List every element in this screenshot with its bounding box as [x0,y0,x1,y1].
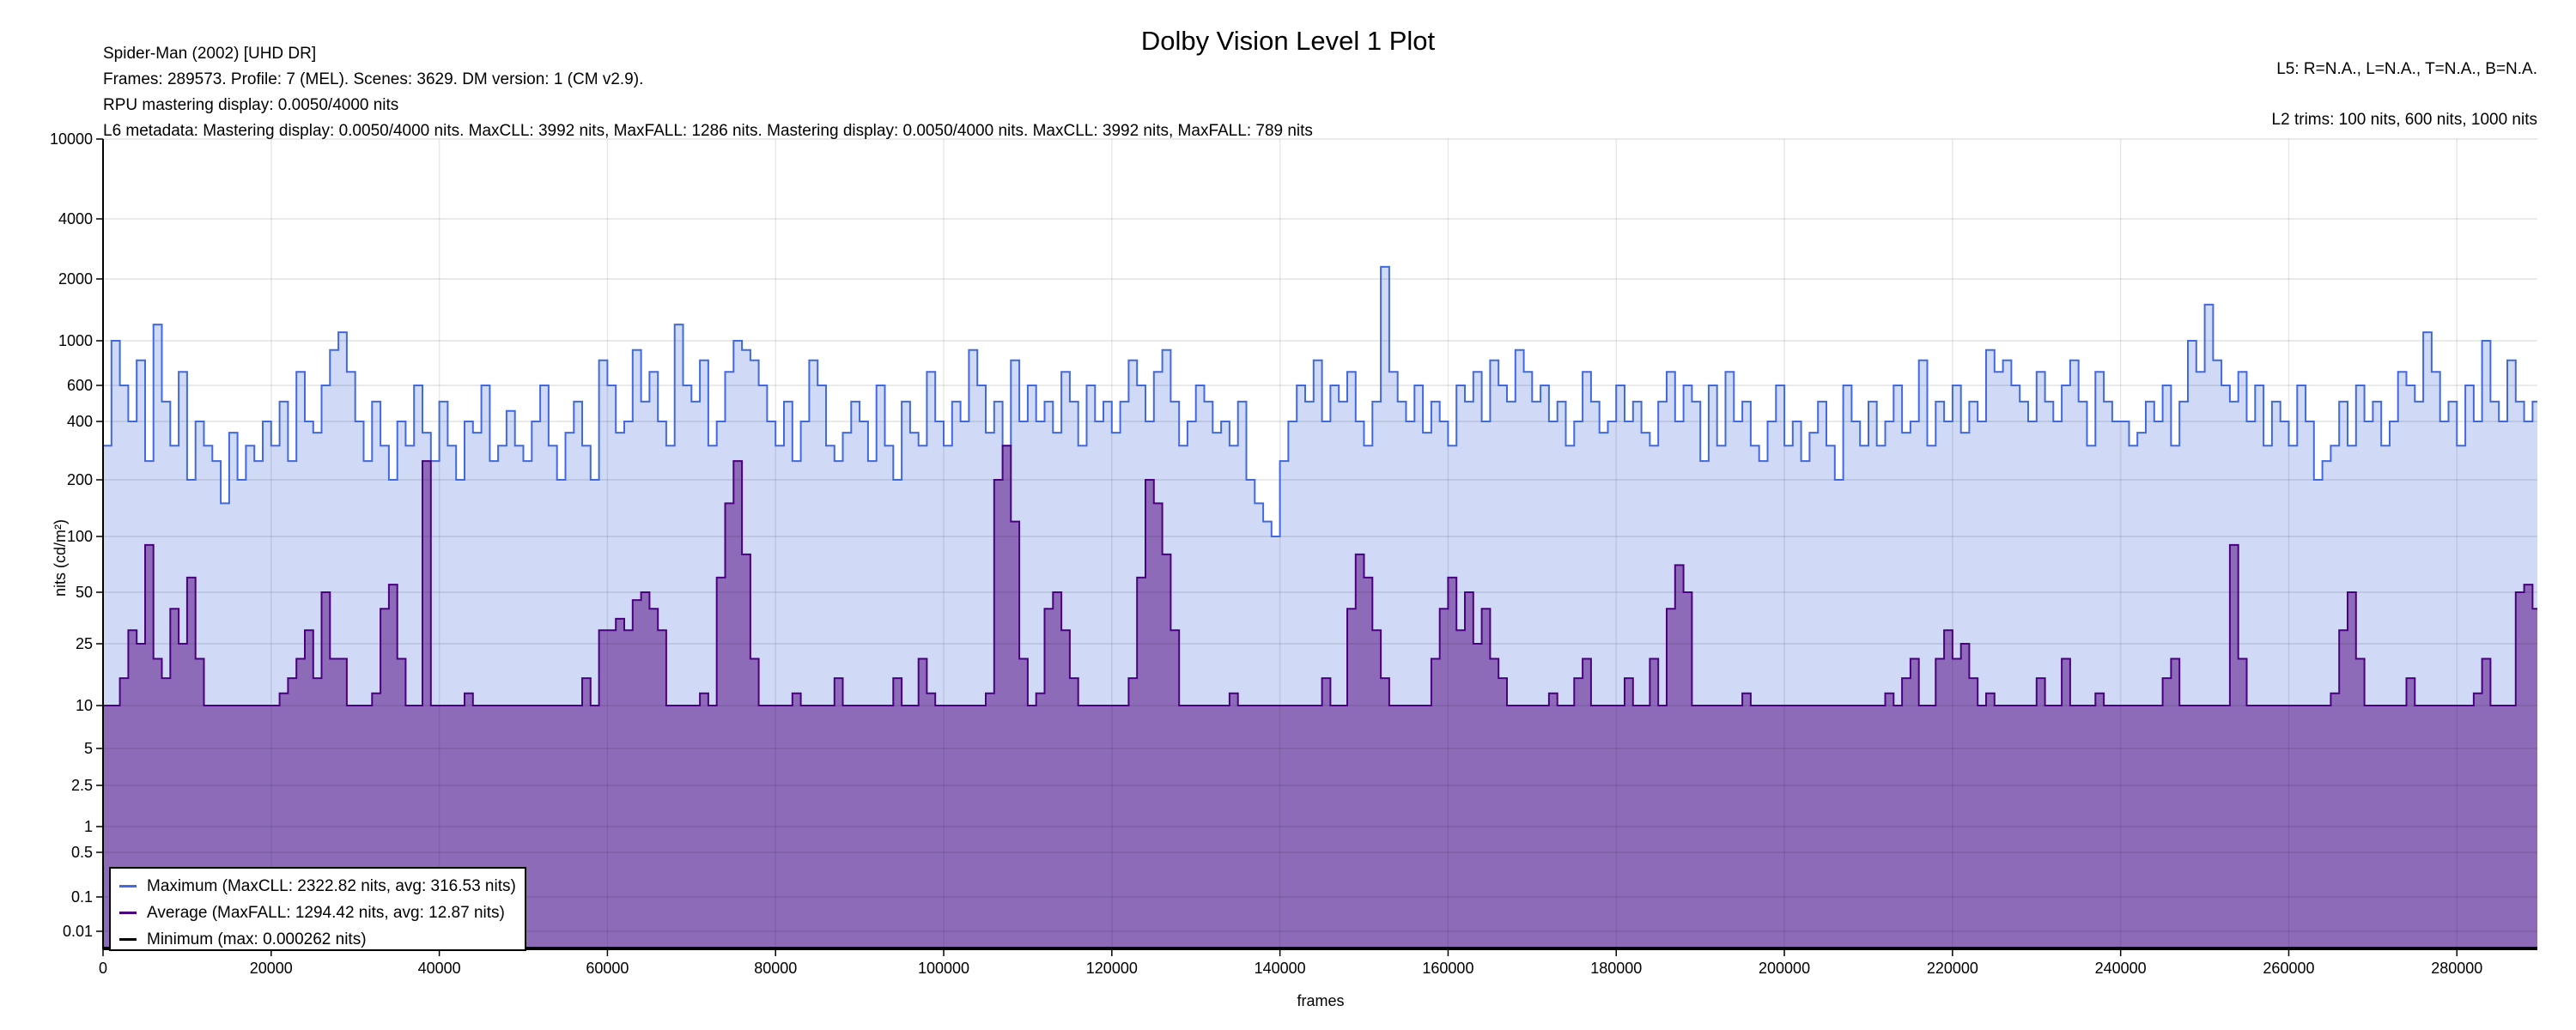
y-tick-label: 600 [67,377,93,394]
y-tick-label: 0.5 [71,844,93,861]
chart-title: Dolby Vision Level 1 Plot [1140,26,1436,56]
y-tick-label: 0.1 [71,888,93,906]
y-tick-label: 25 [76,635,93,652]
legend-item-minimum: Minimum (max: 0.000262 nits) [111,927,525,952]
y-tick-label: 4000 [58,210,93,227]
y-tick-label: 2.5 [71,777,93,794]
x-tick-label: 40000 [418,960,461,977]
x-tick-label: 100000 [918,960,969,977]
x-tick-label: 240000 [2095,960,2147,977]
x-tick-label: 20000 [250,960,293,977]
y-tick-label: 5 [84,740,93,757]
x-tick-label: 280000 [2431,960,2482,977]
x-tick-label: 80000 [754,960,797,977]
y-tick-label: 1000 [58,332,93,349]
x-tick-label: 180000 [1590,960,1642,977]
maximum-line [103,265,2537,537]
l5-info: L5: R=N.A., L=N.A., T=N.A., B=N.A. [2276,60,2537,78]
x-tick-label: 200000 [1759,960,1810,977]
x-axis-label: frames [1297,992,1344,1009]
y-tick-label: 1 [84,818,93,835]
y-tick-label: 100 [67,528,93,545]
y-tick-label: 400 [67,413,93,430]
legend-swatch-maximum [119,885,137,888]
y-tick-label: 2000 [58,270,93,288]
x-tick-label: 0 [99,960,107,977]
frames-info: Frames: 289573. Profile: 7 (MEL). Scenes… [103,70,644,88]
legend: Maximum (MaxCLL: 2322.82 nits, avg: 316.… [109,867,526,951]
x-tick-label: 260000 [2263,960,2314,977]
source-title: Spider-Man (2002) [UHD DR] [103,45,317,63]
y-tick-label: 10000 [50,130,93,148]
y-tick-label: 200 [67,471,93,488]
x-tick-label: 120000 [1086,960,1138,977]
rpu-mastering-info: RPU mastering display: 0.0050/4000 nits [103,96,399,114]
l6-metadata-info: L6 metadata: Mastering display: 0.0050/4… [103,122,1313,140]
y-tick-label: 10 [76,697,93,714]
x-tick-label: 140000 [1255,960,1306,977]
legend-label-maximum: Maximum (MaxCLL: 2322.82 nits, avg: 316.… [147,876,516,895]
legend-item-maximum: Maximum (MaxCLL: 2322.82 nits, avg: 316.… [111,874,525,899]
legend-swatch-average [119,912,137,914]
legend-item-average: Average (MaxFALL: 1294.42 nits, avg: 12.… [111,900,525,925]
legend-label-average: Average (MaxFALL: 1294.42 nits, avg: 12.… [147,903,505,922]
x-tick-label: 220000 [1927,960,1978,977]
l2-trims-info: L2 trims: 100 nits, 600 nits, 1000 nits [2271,111,2537,129]
y-axis-label: nits (cd/m²) [52,519,69,597]
y-tick-label: 0.01 [63,923,93,940]
y-tick-label: 50 [76,584,93,601]
legend-swatch-minimum [119,938,137,941]
x-tick-label: 60000 [586,960,629,977]
legend-label-minimum: Minimum (max: 0.000262 nits) [147,930,367,948]
x-tick-label: 160000 [1422,960,1473,977]
average-line [103,445,2537,706]
average-area [103,445,2537,949]
